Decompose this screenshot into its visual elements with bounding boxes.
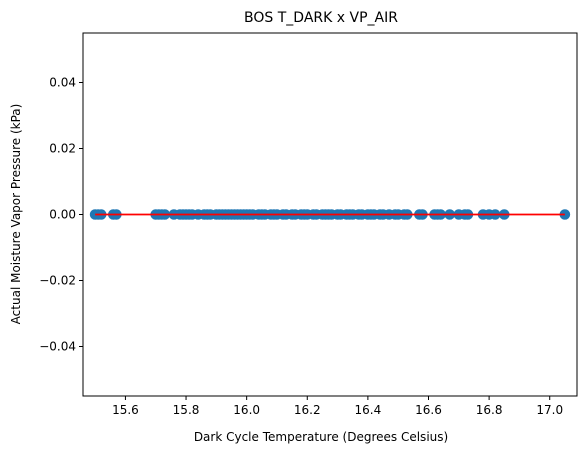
x-axis-label: Dark Cycle Temperature (Degrees Celsius) <box>194 430 448 444</box>
x-tick-label: 15.8 <box>173 403 200 417</box>
y-tick-label: 0.00 <box>49 208 76 222</box>
y-axis: −0.04 −0.02 0.00 0.02 0.04 <box>39 76 83 354</box>
y-tick-label: 0.04 <box>49 76 76 90</box>
y-axis-label: Actual Moisture Vapor Pressure (kPa) <box>9 104 23 325</box>
x-tick-label: 16.8 <box>476 403 503 417</box>
y-tick-label: 0.02 <box>49 142 76 156</box>
x-tick-label: 17.0 <box>536 403 563 417</box>
x-tick-label: 16.4 <box>355 403 382 417</box>
x-tick-label: 15.6 <box>112 403 139 417</box>
y-tick-label: −0.04 <box>39 340 76 354</box>
y-tick-label: −0.02 <box>39 274 76 288</box>
x-tick-label: 16.2 <box>294 403 321 417</box>
chart-title: BOS T_DARK x VP_AIR <box>244 10 398 26</box>
x-tick-label: 16.0 <box>233 403 260 417</box>
plot-area <box>89 209 571 220</box>
x-tick-label: 16.6 <box>415 403 442 417</box>
x-axis: 15.6 15.8 16.0 16.2 16.4 16.6 16.8 17.0 <box>112 396 563 417</box>
